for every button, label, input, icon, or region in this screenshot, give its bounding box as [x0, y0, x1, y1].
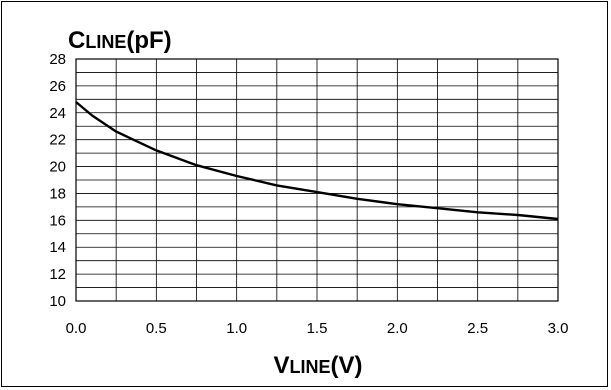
y-tick-label: 12	[49, 266, 66, 283]
x-tick-label: 0.0	[66, 320, 87, 337]
x-tick-label: 0.5	[146, 320, 167, 337]
chart-grid	[76, 59, 558, 301]
y-axis-title-unit: (pF)	[126, 27, 171, 54]
y-tick-label: 28	[49, 51, 66, 68]
y-tick-label: 10	[49, 293, 66, 310]
x-tick-label: 2.0	[387, 320, 408, 337]
x-tick-label: 3.0	[548, 320, 569, 337]
series-line	[75, 101, 559, 221]
x-tick-label: 1.0	[226, 320, 247, 337]
y-axis-title: CLINE(pF)	[68, 27, 172, 54]
x-tick-label: 2.5	[467, 320, 488, 337]
series-layer	[75, 101, 559, 221]
plot-border	[75, 58, 559, 302]
x-axis-title-unit: (V)	[331, 352, 363, 379]
y-tick-label: 14	[49, 239, 66, 256]
y-tick-label: 16	[49, 212, 66, 229]
x-tick-labels: 0.0 0.5 1.0 1.5 2.0 2.5 3.0	[66, 320, 569, 337]
y-tick-label: 22	[49, 132, 66, 149]
y-tick-labels: 28 26 24 22 20 18 16 14 12 10	[49, 51, 66, 310]
y-tick-label: 18	[49, 185, 66, 202]
x-tick-label: 1.5	[307, 320, 328, 337]
y-tick-label: 20	[49, 159, 66, 176]
y-axis-title-main: C	[68, 27, 85, 54]
x-axis-title: VLINE(V)	[273, 352, 362, 379]
x-axis-title-main: V	[273, 352, 289, 379]
x-axis-title-sub: LINE	[290, 357, 331, 377]
y-tick-label: 26	[49, 78, 66, 95]
y-axis-title-sub: LINE	[85, 32, 126, 52]
plot-area-border	[75, 58, 559, 302]
y-tick-label: 24	[49, 105, 66, 122]
